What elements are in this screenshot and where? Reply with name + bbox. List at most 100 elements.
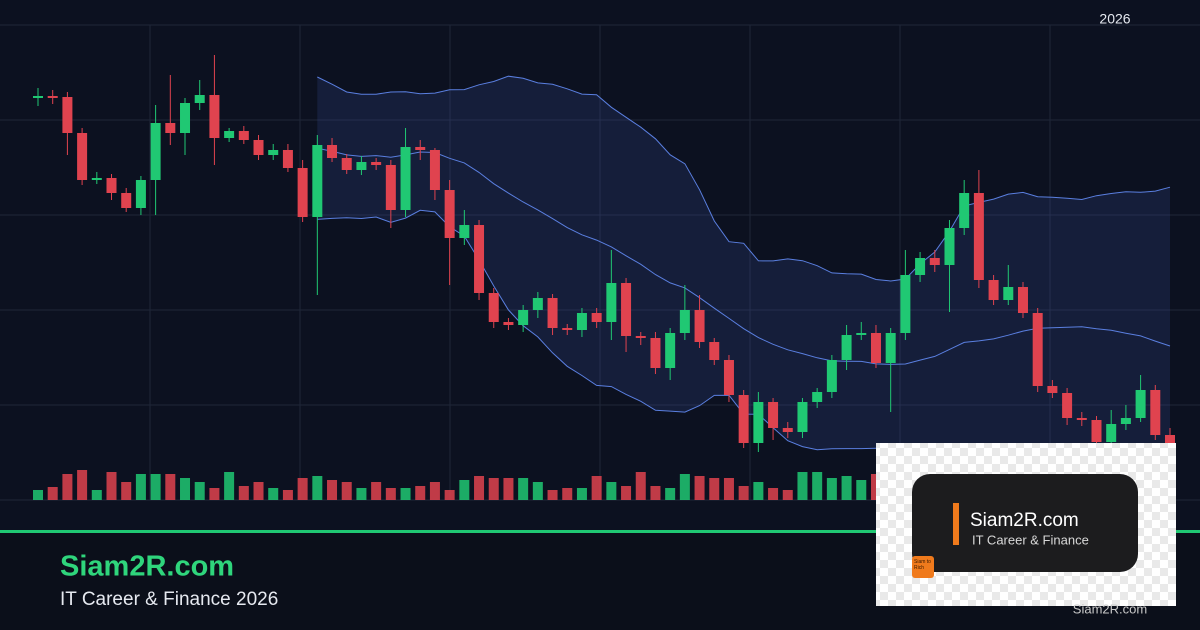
candle-body bbox=[782, 428, 793, 432]
candle-body bbox=[444, 190, 455, 238]
volume-bar bbox=[474, 476, 485, 500]
candle-body bbox=[973, 193, 984, 280]
candle-body bbox=[356, 162, 367, 170]
card-title: Siam2R.com bbox=[970, 510, 1079, 531]
candle-body bbox=[870, 333, 881, 363]
candle-body bbox=[723, 360, 734, 395]
candle-body bbox=[591, 313, 602, 322]
candle-body bbox=[385, 165, 396, 210]
candle-body bbox=[121, 193, 132, 208]
band-upper bbox=[317, 75, 1171, 282]
candle-body bbox=[1091, 420, 1102, 442]
volume-bar bbox=[723, 478, 734, 500]
volume-bar bbox=[444, 490, 455, 500]
icon-label-box: Siam to Rich bbox=[914, 559, 931, 571]
candle-body bbox=[694, 310, 705, 342]
candle-body bbox=[77, 133, 88, 180]
volume-bar bbox=[238, 486, 249, 500]
volume-bar bbox=[194, 482, 205, 500]
candle-body bbox=[91, 178, 102, 180]
candle-body bbox=[1135, 390, 1146, 418]
candle-body bbox=[415, 147, 426, 150]
logo-card: Siam2R.com IT Career & Finance Siam to R… bbox=[876, 443, 1176, 616]
volume-bar bbox=[782, 490, 793, 500]
volume-bar bbox=[812, 472, 823, 500]
volume-bar bbox=[268, 488, 279, 500]
candle-body bbox=[488, 293, 499, 322]
volume-bar bbox=[679, 474, 690, 500]
volume-bar bbox=[150, 474, 161, 500]
volume-bar bbox=[253, 482, 264, 500]
volume-bar bbox=[547, 490, 558, 500]
candle-body bbox=[1032, 313, 1043, 386]
candle-body bbox=[768, 402, 779, 428]
icon-label: Siam to Rich bbox=[914, 559, 931, 571]
volume-bar bbox=[135, 474, 146, 500]
candle-body bbox=[679, 310, 690, 333]
volume-bar bbox=[870, 474, 881, 500]
candle-body bbox=[635, 336, 646, 338]
volume-bar bbox=[635, 472, 646, 500]
candle-body bbox=[297, 168, 308, 217]
candle-body bbox=[929, 258, 940, 265]
volume-bar bbox=[121, 482, 132, 500]
candle-body bbox=[180, 103, 191, 133]
candle-body bbox=[503, 322, 514, 325]
candle-body bbox=[944, 228, 955, 265]
brand-title: Siam2R.com bbox=[60, 551, 234, 583]
volume-bar bbox=[165, 474, 176, 500]
candle-body bbox=[341, 158, 352, 170]
candle-body bbox=[1047, 386, 1058, 393]
volume-bar bbox=[488, 478, 499, 500]
candle-body bbox=[135, 180, 146, 208]
volume-bar bbox=[768, 488, 779, 500]
volume-bar bbox=[209, 488, 220, 500]
volume-bar bbox=[591, 476, 602, 500]
candle-body bbox=[856, 333, 867, 335]
candle-body bbox=[282, 150, 293, 168]
volume-bar bbox=[841, 476, 852, 500]
candle-body bbox=[1076, 418, 1087, 420]
candle-body bbox=[1017, 287, 1028, 313]
volume-bar bbox=[694, 476, 705, 500]
candle-body bbox=[106, 178, 117, 193]
volume-bar bbox=[62, 474, 73, 500]
volume-bar bbox=[576, 488, 587, 500]
card-footer: Siam2R.com bbox=[1073, 601, 1147, 616]
candle-body bbox=[753, 402, 764, 443]
volume-bar bbox=[327, 480, 338, 500]
volume-bar bbox=[91, 490, 102, 500]
candle-body bbox=[400, 147, 411, 210]
candles bbox=[33, 55, 1175, 470]
volume-bar bbox=[738, 486, 749, 500]
card-subtitle: IT Career & Finance bbox=[972, 532, 1089, 547]
candle-body bbox=[709, 342, 720, 360]
volume-bar bbox=[621, 486, 632, 500]
candle-body bbox=[1120, 418, 1131, 424]
candle-body bbox=[959, 193, 970, 228]
candle-body bbox=[518, 310, 529, 325]
candle-body bbox=[1003, 287, 1014, 300]
volume-bar bbox=[753, 482, 764, 500]
volume-bar bbox=[400, 488, 411, 500]
volume-bar bbox=[856, 480, 867, 500]
accent-bar bbox=[953, 503, 959, 545]
candle-body bbox=[312, 145, 323, 217]
candle-body bbox=[532, 298, 543, 310]
volume-bar bbox=[503, 478, 514, 500]
candle-body bbox=[826, 360, 837, 392]
volume-bar bbox=[532, 482, 543, 500]
volume-bar bbox=[356, 488, 367, 500]
volume-bar bbox=[429, 482, 440, 500]
candle-body bbox=[371, 162, 382, 165]
candle-body bbox=[209, 95, 220, 138]
candle-body bbox=[238, 131, 249, 140]
candle-body bbox=[253, 140, 264, 155]
volume-bar bbox=[518, 478, 529, 500]
volume-bar bbox=[797, 472, 808, 500]
volume-bar bbox=[606, 482, 617, 500]
candle-body bbox=[429, 150, 440, 190]
volume-bar bbox=[371, 482, 382, 500]
volume-bar bbox=[826, 478, 837, 500]
candle-body bbox=[562, 328, 573, 330]
